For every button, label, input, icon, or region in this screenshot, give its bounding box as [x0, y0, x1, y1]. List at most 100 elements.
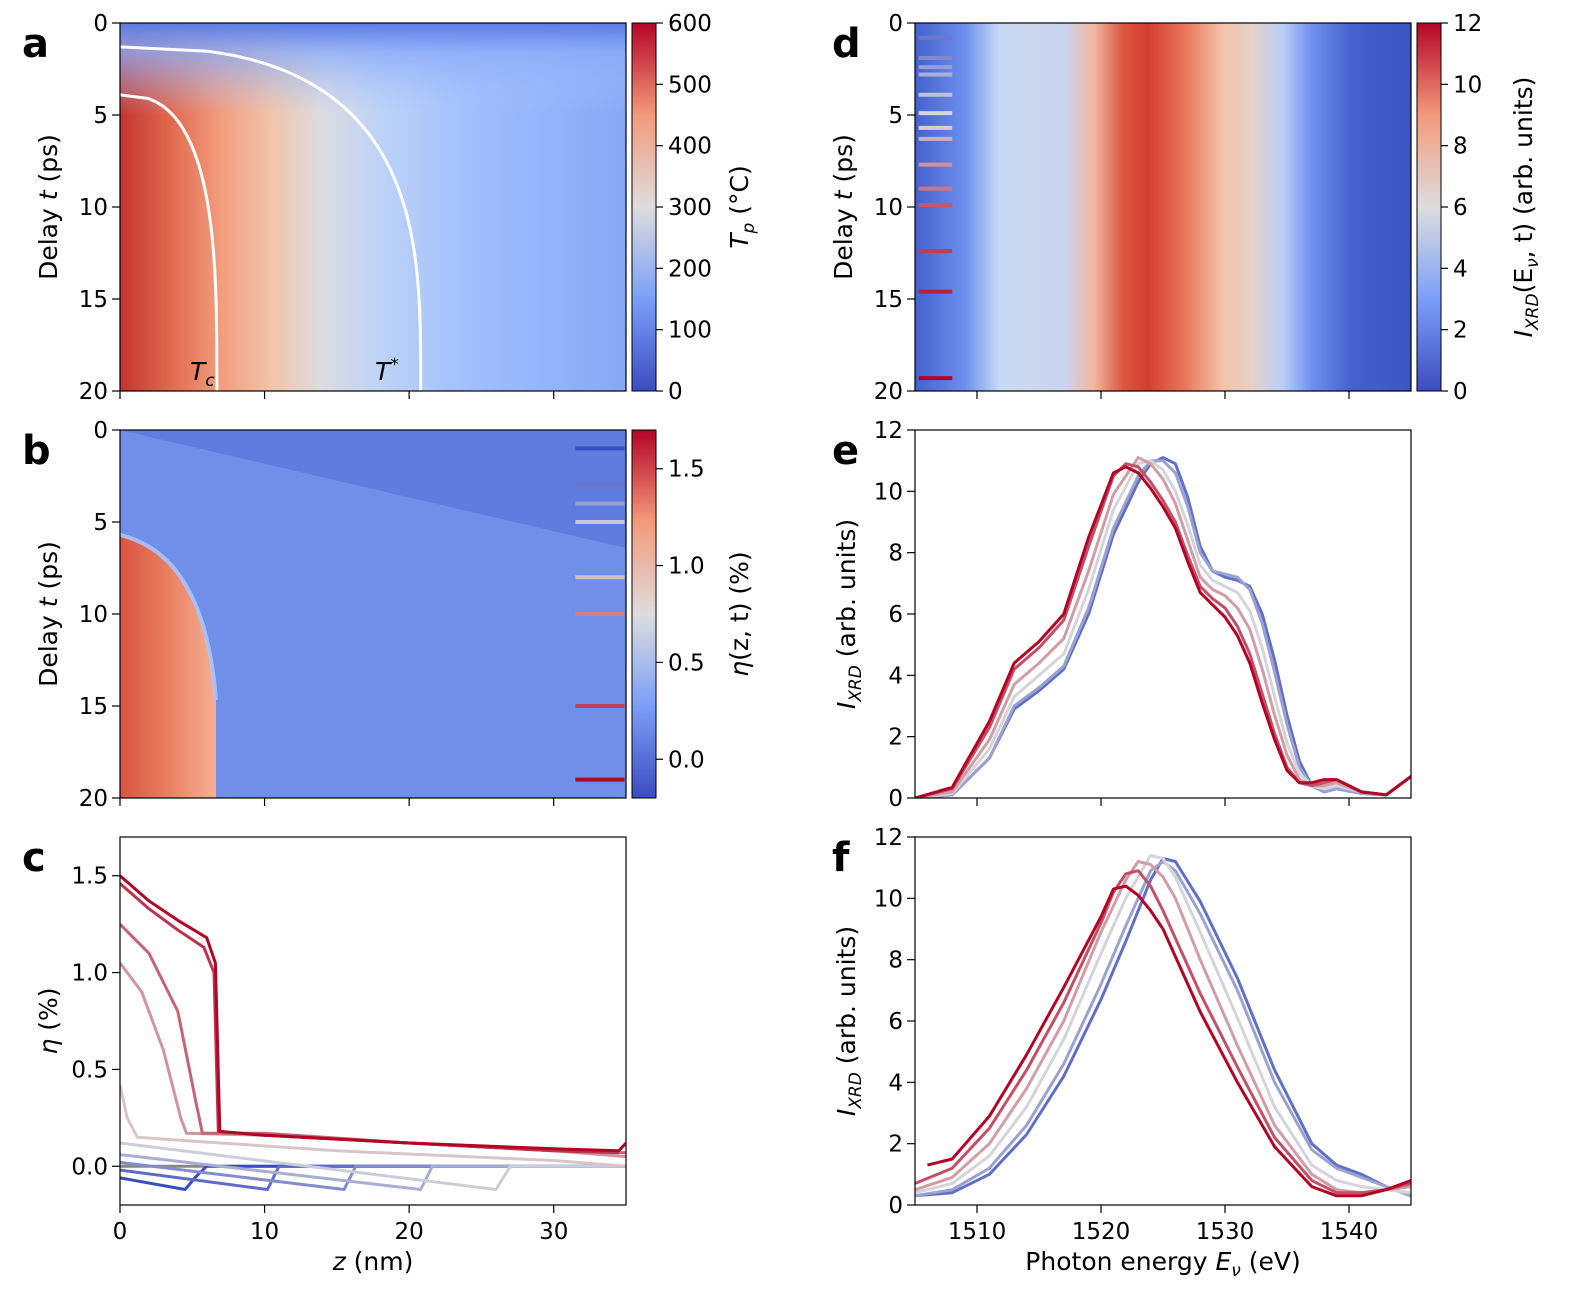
series-f-19.3ps: [927, 884, 1411, 1198]
ylabel-a: Delay t (ps): [34, 134, 63, 280]
cbtick-label-b-1: 0.5: [668, 650, 705, 676]
contour-T_star: [120, 45, 423, 391]
ytick-label-a-0: 0: [93, 11, 108, 37]
ylabel-d: Delay t (ps): [829, 134, 858, 280]
series-f-14.6ps: [915, 869, 1411, 1195]
series-c-8ps: [120, 1084, 626, 1168]
ytick-label-d-15: 15: [874, 287, 903, 313]
ytick-label-e-12: 12: [874, 418, 903, 444]
ytick-label-e-6: 6: [888, 602, 903, 628]
cbtick-label-d-5: 10: [1453, 72, 1482, 98]
contour-T_c: [120, 93, 219, 391]
ytick-label-b-0: 0: [93, 418, 108, 444]
series-e-14.6ps: [915, 462, 1411, 798]
ytick-label-a-10: 10: [79, 195, 108, 221]
ytick-label-a-5: 5: [93, 103, 108, 129]
ylabel-c: η (%): [34, 987, 63, 1054]
cbtick-label-b-2: 1.0: [668, 554, 705, 580]
ytick-label-e-0: 0: [888, 786, 903, 812]
colorbar-a: [631, 22, 657, 392]
ytick-label-c-1.5: 1.5: [71, 864, 108, 890]
contour-label-tc: Tc: [190, 357, 215, 391]
xtick-label-c-10: 10: [250, 1219, 279, 1245]
series-e-19.3ps: [915, 465, 1411, 798]
ytick-label-f-0: 0: [888, 1193, 903, 1219]
series-f-9.9ps: [915, 860, 1411, 1195]
panel-label-d: d: [832, 21, 861, 67]
contour-label-tstar: T*: [375, 355, 399, 386]
ytick-label-e-8: 8: [888, 541, 903, 567]
cbtick-label-d-6: 12: [1453, 11, 1482, 37]
ytick-label-d-5: 5: [888, 103, 903, 129]
colorbar-b: [631, 429, 657, 799]
xtick-label-c-30: 30: [539, 1219, 568, 1245]
axes-frame-e: [914, 429, 1412, 799]
ytick-label-d-20: 20: [874, 379, 903, 405]
heatmap-b: [120, 430, 626, 798]
xtick-label-c-0: 0: [113, 1219, 128, 1245]
ytick-label-b-10: 10: [79, 602, 108, 628]
colorbar-label-d: IXRD(Eν, t) (arb. units): [1509, 77, 1543, 338]
series-c-1ps: [120, 1164, 626, 1191]
ytick-label-e-2: 2: [888, 725, 903, 751]
cbtick-label-a-5: 500: [668, 72, 712, 98]
series-c-10ps: [120, 962, 626, 1159]
cbtick-label-a-1: 100: [668, 318, 712, 344]
panel-label-a: a: [22, 21, 49, 67]
ytick-label-e-4: 4: [888, 663, 903, 689]
cbtick-label-a-6: 600: [668, 11, 712, 37]
ytick-label-f-8: 8: [888, 948, 903, 974]
cbtick-label-b-3: 1.5: [668, 457, 705, 483]
ytick-label-a-20: 20: [79, 379, 108, 405]
axes-frame-c: [119, 836, 627, 1206]
colorbar-label-b: η(z, t) (%): [725, 551, 754, 676]
series-c-15ps: [120, 882, 619, 1155]
ytick-label-b-20: 20: [79, 786, 108, 812]
cbtick-label-b-0: 0.0: [668, 747, 705, 773]
series-e-4.9ps: [915, 459, 1411, 798]
cbtick-label-a-4: 400: [668, 134, 712, 160]
series-e-7.7ps: [915, 459, 1411, 798]
panel-label-c: c: [22, 835, 46, 881]
ytick-label-a-15: 15: [79, 287, 108, 313]
xtick-label-f-1530: 1530: [1196, 1219, 1255, 1245]
xtick-label-f-1520: 1520: [1072, 1219, 1131, 1245]
colorbar-label-a: Tp (°C): [725, 165, 759, 249]
colorbar-d: [1416, 22, 1442, 392]
series-f-7.7ps: [915, 853, 1411, 1195]
ylabel-e: IXRD (arb. units): [832, 519, 866, 709]
series-c-19ps: [120, 874, 626, 1153]
xlabel-c: z (nm): [332, 1247, 414, 1276]
ytick-label-f-12: 12: [874, 825, 903, 851]
xtick-label-c-20: 20: [395, 1219, 424, 1245]
cbtick-label-d-3: 6: [1453, 195, 1468, 221]
ytick-label-f-6: 6: [888, 1009, 903, 1035]
ylabel-b: Delay t (ps): [34, 541, 63, 687]
xlabel-f: Photon energy Eν (eV): [1025, 1247, 1300, 1281]
ytick-label-d-0: 0: [888, 11, 903, 37]
cbtick-label-d-2: 4: [1453, 256, 1468, 282]
panel-label-f: f: [832, 835, 850, 881]
heatmap-a: [120, 23, 626, 391]
ytick-label-d-10: 10: [874, 195, 903, 221]
ytick-label-e-10: 10: [874, 479, 903, 505]
series-c-12ps: [120, 923, 626, 1155]
ytick-label-b-15: 15: [79, 694, 108, 720]
ytick-label-c-0: 0.0: [71, 1154, 108, 1180]
panel-label-e: e: [832, 428, 859, 474]
ytick-label-f-4: 4: [888, 1070, 903, 1096]
cbtick-label-d-1: 2: [1453, 318, 1468, 344]
ytick-label-f-2: 2: [888, 1132, 903, 1158]
heatmap-d: [915, 23, 1411, 391]
ylabel-f: IXRD (arb. units): [832, 926, 866, 1116]
axes-frame-f: [914, 836, 1412, 1206]
ytick-label-c-0.5: 0.5: [71, 1057, 108, 1083]
xtick-label-f-1540: 1540: [1320, 1219, 1379, 1245]
cbtick-label-a-3: 300: [668, 195, 712, 221]
xtick-label-f-1510: 1510: [948, 1219, 1007, 1245]
ytick-label-f-10: 10: [874, 886, 903, 912]
ytick-label-b-5: 5: [93, 510, 108, 536]
cbtick-label-d-0: 0: [1453, 379, 1468, 405]
series-c-6ps: [120, 1141, 626, 1191]
